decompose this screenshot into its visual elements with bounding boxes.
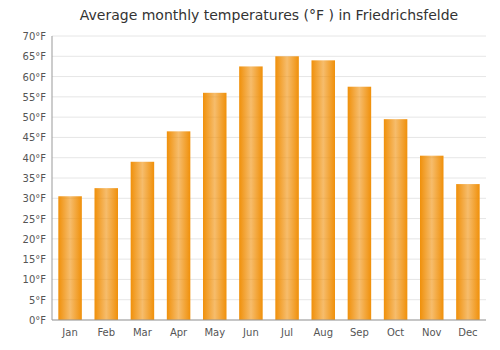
grid-line	[52, 96, 486, 97]
title: Average monthly temperatures (°F ) in Fr…	[80, 7, 458, 23]
x-tick-label: Nov	[422, 327, 442, 338]
y-tick-label: 20°F	[23, 234, 47, 245]
x-tick-label: Jun	[242, 327, 259, 338]
y-tick-label: 5°F	[29, 295, 46, 306]
bar	[348, 87, 372, 320]
bar	[94, 188, 118, 320]
grid-line	[52, 320, 486, 321]
bar	[456, 184, 480, 320]
x-axis: Jan Feb Mar Apr May Jun Jul Aug Sep Oct Nov Dec	[52, 36, 486, 338]
y-tick-label: 35°F	[23, 173, 47, 184]
x-tick-label: Dec	[458, 327, 477, 338]
grid-line	[52, 36, 486, 37]
y-axis-line	[52, 36, 53, 320]
grid-line	[52, 137, 486, 138]
bar	[203, 93, 227, 320]
x-tick-label: Apr	[170, 327, 188, 338]
bar	[239, 66, 263, 320]
x-axis-line	[52, 320, 486, 321]
x-tick-label: Feb	[97, 327, 115, 338]
grid-line	[52, 76, 486, 77]
y-tick-label: 40°F	[23, 153, 47, 164]
bars	[58, 56, 479, 320]
chart-container: Average monthly temperatures (°F ) in Fr…	[0, 0, 500, 350]
y-tick-label: 55°F	[23, 92, 47, 103]
grid-line	[52, 117, 486, 118]
bar	[384, 119, 408, 320]
y-tick-label: 50°F	[23, 112, 47, 123]
x-tick-label: Aug	[313, 327, 333, 338]
x-tick-label: Oct	[387, 327, 404, 338]
y-tick-label: 60°F	[23, 72, 47, 83]
x-tick-label: Jul	[280, 327, 293, 338]
grid	[52, 36, 486, 320]
bar	[58, 196, 82, 320]
y-tick-label: 30°F	[23, 193, 47, 204]
y-tick-label: 15°F	[23, 254, 47, 265]
bar	[131, 162, 155, 320]
chart: Average monthly temperatures (°F ) in Fr…	[0, 0, 500, 350]
bar	[420, 156, 444, 320]
x-tick-label: May	[204, 327, 225, 338]
bar	[167, 131, 191, 320]
y-axis: 0°F 5°F 10°F 15°F 20°F 25°F 30°F 35°F 40°F 45°F 50…	[23, 31, 47, 326]
y-tick-label: 25°F	[23, 214, 47, 225]
y-tick-label: 10°F	[23, 274, 47, 285]
bar	[311, 60, 335, 320]
x-tick-label: Mar	[133, 327, 153, 338]
x-tick-label: Sep	[350, 327, 369, 338]
y-tick-label: 70°F	[23, 31, 47, 42]
bar	[275, 56, 299, 320]
y-tick-label: 65°F	[23, 51, 47, 62]
y-tick-label: 45°F	[23, 132, 47, 143]
grid-line	[52, 56, 486, 57]
x-tick-label: Jan	[61, 327, 77, 338]
y-tick-label: 0°F	[29, 315, 46, 326]
